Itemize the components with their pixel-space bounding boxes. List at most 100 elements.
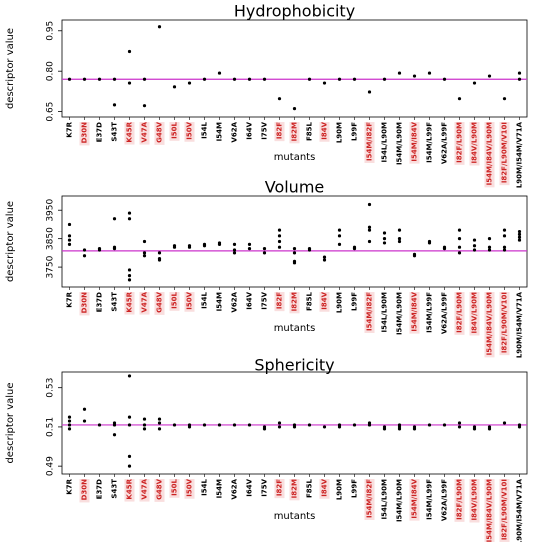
x-tick-label: I54M/I84V [411,121,419,161]
point [82,248,87,252]
point [322,255,327,259]
point [487,427,492,431]
point [397,427,402,431]
x-tick-label: L99F [351,292,359,311]
point [172,85,177,89]
point [292,261,297,265]
x-tick-label: L90M/I54M/V71A [516,291,524,358]
point [322,81,327,85]
label-highlight [499,479,510,542]
label-highlight [184,479,195,499]
point [67,423,72,427]
label-highlight [184,122,195,142]
x-tick-label: L90M/I54M/V71A [516,121,524,188]
point [157,421,162,425]
point [517,238,522,242]
point [127,268,132,272]
label-highlight [274,479,285,499]
point [277,234,282,238]
point [127,278,132,282]
point [67,222,72,227]
point [247,242,252,246]
x-tick-label: I54M/L99F [426,122,434,163]
label-highlight [319,292,330,312]
point [247,423,252,427]
plot-frame [61,371,528,475]
point [112,423,117,427]
point [307,77,312,81]
point [97,423,102,427]
point [157,25,162,29]
point [472,238,477,242]
point [517,77,522,81]
x-tick-label: V62A [231,121,239,142]
x-tick-label: L99F [351,122,359,141]
point [187,81,192,85]
point [127,49,132,54]
point [367,228,372,232]
point [112,217,117,221]
y-tick-label: 3850 [46,227,56,250]
label-highlight [184,292,195,312]
point [217,242,222,246]
point [292,107,297,111]
point [337,234,342,238]
point [502,228,507,232]
x-tick-label: I54M/I82F [366,292,374,331]
label-highlight [289,479,300,501]
point [217,423,222,427]
point [367,225,372,229]
point [82,419,87,423]
x-tick-label: E37D [96,292,104,313]
point [127,454,132,458]
plot-frame [61,19,528,118]
point [367,90,372,94]
point [67,238,72,242]
point [442,423,447,427]
point [502,248,507,252]
x-tick-label: I82F/L90M [456,479,464,520]
point [67,234,72,238]
label-highlight [409,479,420,521]
x-tick-label: K7R [66,291,74,307]
point [292,251,297,255]
point [247,77,252,81]
x-tick-label: G48V [156,478,164,499]
x-tick-label: D30N [81,292,89,314]
label-highlight [289,292,300,314]
point [442,77,447,81]
point [502,245,507,249]
point [367,202,372,207]
x-tick-label: I64V [246,121,254,139]
point [307,423,312,427]
point [67,427,72,431]
point [127,374,132,378]
x-tick-label: D30N [81,479,89,501]
point [337,425,342,429]
x-tick-label: I50L [171,291,179,308]
point [412,427,417,431]
x-tick-label: I50V [186,478,194,496]
point [157,417,162,421]
point [82,77,87,81]
point [487,248,492,252]
label-highlight [499,122,510,186]
point [382,77,387,81]
point [202,423,207,427]
x-tick-label: I54M/L99F [426,479,434,520]
x-tick-label: V47A [141,291,149,312]
x-tick-label: K45R [126,478,134,499]
point [277,245,282,249]
point [427,71,432,75]
point [517,235,522,239]
x-tick-label: L90M [336,292,344,313]
point [352,77,357,81]
point [412,74,417,78]
x-tick-label: I84V/L90M [471,122,479,164]
x-tick-label: I54M/L90M [396,292,404,335]
label-highlight [469,292,480,336]
label-highlight [79,122,90,146]
point [157,427,162,431]
point [262,427,267,431]
